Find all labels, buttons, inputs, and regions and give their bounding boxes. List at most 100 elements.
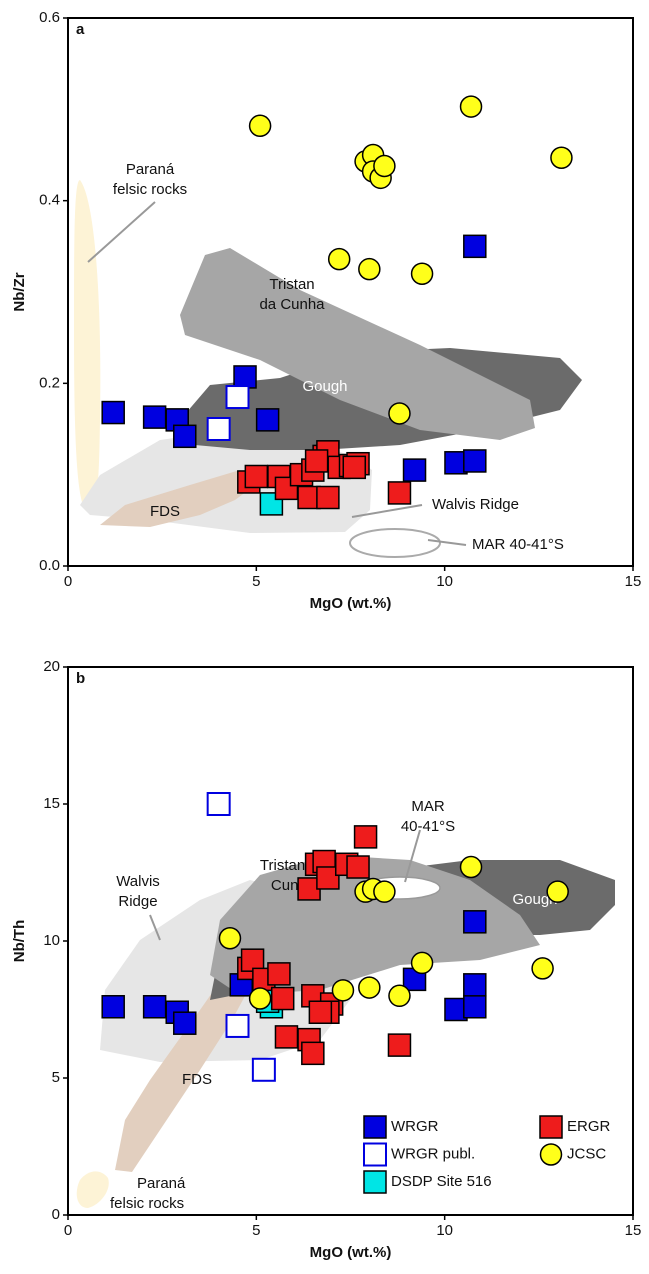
point [316,866,340,890]
annotation: Gough [302,378,347,395]
annotation: felsic rocks [110,1195,184,1212]
annotation: Walvis [116,873,160,890]
point [274,1025,299,1049]
panel-label: b [76,670,85,687]
annotation: 40-41°S [401,818,455,835]
point [331,979,355,1002]
point [251,1057,276,1082]
legend-label: DSDP Site 516 [391,1173,492,1190]
point [255,408,280,432]
y-tick-label: 0.2 [39,374,60,391]
point [218,927,242,950]
point [353,825,378,849]
y-tick-label: 0.4 [39,192,60,209]
annotation: Tristan [269,276,314,293]
legend-label: WRGR [391,1118,439,1135]
fds-field [100,470,262,527]
parana-field [76,1171,109,1208]
annotation: Paraná [126,161,175,178]
x-tick-label: 10 [436,573,453,590]
legend-swatch [539,1143,563,1166]
leader [404,829,421,883]
point [248,114,272,138]
y-tick-label: 5 [52,1069,60,1086]
point [402,458,427,482]
point [244,464,269,489]
point [388,402,411,425]
point [358,976,381,999]
y-axis-label: Nb/Zr [11,272,28,311]
point [373,154,396,178]
point [459,855,483,879]
y-tick-label: 0.6 [39,9,60,26]
point [101,400,125,425]
point [173,424,197,449]
x-axis-label: MgO (wt.%) [310,595,392,612]
legend-swatch [363,1115,387,1139]
annotation: FDS [150,503,180,520]
point [142,405,167,429]
point [316,485,340,510]
point [248,987,272,1010]
point [546,880,569,903]
point [142,995,167,1019]
annotation: Ridge [118,893,157,910]
annotation: Gough [512,891,557,908]
point [206,417,231,441]
y-tick-label: 0 [52,1206,60,1223]
point [531,957,554,980]
point [463,910,487,934]
point [101,995,125,1019]
point [459,95,483,118]
point [301,1041,325,1066]
legend-label: WRGR publ. [391,1145,475,1162]
point [387,481,412,505]
point [267,962,291,986]
x-tick-label: 15 [625,573,642,590]
point [463,973,487,997]
point [388,984,411,1008]
point [304,449,329,473]
point [410,951,434,975]
annotation: Paraná [137,1175,186,1192]
point [225,385,250,410]
point [225,1013,250,1038]
point [550,146,573,169]
x-tick-label: 0 [64,1222,72,1239]
panel-label: a [76,21,85,38]
point [308,1000,333,1024]
point [233,365,257,389]
y-tick-label: 0.0 [39,557,60,574]
leader [87,201,156,263]
annotation: MAR 40-41°S [472,536,564,553]
point [387,1033,412,1057]
point [373,880,396,903]
x-tick-label: 0 [64,573,72,590]
point [270,986,295,1011]
point [346,855,370,879]
legend-swatch [363,1142,387,1167]
leader [351,504,423,518]
fds-field [115,960,258,1172]
leader [427,539,467,546]
point [342,455,367,480]
x-tick-label: 5 [252,1222,260,1239]
annotation: felsic rocks [113,181,187,198]
annotation: MAR [411,798,445,815]
x-tick-label: 15 [625,1222,642,1239]
tristan-field [210,855,540,995]
x-tick-label: 10 [436,1222,453,1239]
plot-frame [67,17,634,567]
point [463,995,487,1019]
mar-field [349,528,441,558]
y-axis-label: Nb/Th [11,920,28,963]
legend-swatch [539,1115,563,1139]
point [173,1011,197,1035]
x-axis-label: MgO (wt.%) [310,1244,392,1261]
point [327,247,351,271]
y-tick-label: 20 [43,658,60,675]
parana-field [74,180,101,512]
point [358,257,381,281]
annotation: FDS [182,1071,212,1088]
